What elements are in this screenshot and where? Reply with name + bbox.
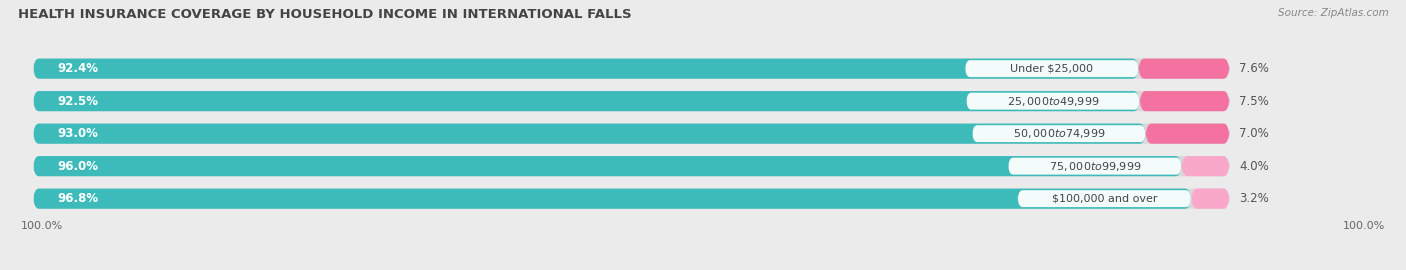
Text: 92.4%: 92.4% <box>58 62 98 75</box>
FancyBboxPatch shape <box>34 59 1229 79</box>
FancyBboxPatch shape <box>34 91 1140 111</box>
Text: 7.0%: 7.0% <box>1239 127 1268 140</box>
FancyBboxPatch shape <box>34 156 1229 176</box>
FancyBboxPatch shape <box>1018 190 1191 207</box>
Text: 4.0%: 4.0% <box>1239 160 1268 173</box>
Text: 7.6%: 7.6% <box>1239 62 1268 75</box>
FancyBboxPatch shape <box>34 124 1229 144</box>
FancyBboxPatch shape <box>34 59 1139 79</box>
Text: 96.0%: 96.0% <box>58 160 98 173</box>
FancyBboxPatch shape <box>34 188 1191 209</box>
FancyBboxPatch shape <box>1008 158 1181 175</box>
FancyBboxPatch shape <box>34 124 1146 144</box>
FancyBboxPatch shape <box>1139 59 1229 79</box>
FancyBboxPatch shape <box>34 91 1229 111</box>
Text: 7.5%: 7.5% <box>1239 95 1268 108</box>
Text: $50,000 to $74,999: $50,000 to $74,999 <box>1012 127 1105 140</box>
Text: 96.8%: 96.8% <box>58 192 98 205</box>
Text: Source: ZipAtlas.com: Source: ZipAtlas.com <box>1278 8 1389 18</box>
Text: Under $25,000: Under $25,000 <box>1011 64 1094 74</box>
FancyBboxPatch shape <box>34 188 1229 209</box>
Text: 93.0%: 93.0% <box>58 127 98 140</box>
FancyBboxPatch shape <box>965 60 1139 77</box>
FancyBboxPatch shape <box>1140 91 1229 111</box>
FancyBboxPatch shape <box>966 93 1140 110</box>
Text: HEALTH INSURANCE COVERAGE BY HOUSEHOLD INCOME IN INTERNATIONAL FALLS: HEALTH INSURANCE COVERAGE BY HOUSEHOLD I… <box>18 8 631 21</box>
FancyBboxPatch shape <box>1181 156 1229 176</box>
Text: $25,000 to $49,999: $25,000 to $49,999 <box>1007 95 1099 108</box>
Text: 3.2%: 3.2% <box>1239 192 1268 205</box>
Text: 100.0%: 100.0% <box>21 221 63 231</box>
FancyBboxPatch shape <box>34 156 1181 176</box>
FancyBboxPatch shape <box>972 125 1146 142</box>
Text: 92.5%: 92.5% <box>58 95 98 108</box>
Text: $100,000 and over: $100,000 and over <box>1052 194 1157 204</box>
Text: $75,000 to $99,999: $75,000 to $99,999 <box>1049 160 1142 173</box>
Text: 100.0%: 100.0% <box>1343 221 1385 231</box>
FancyBboxPatch shape <box>1191 188 1229 209</box>
FancyBboxPatch shape <box>1146 124 1229 144</box>
